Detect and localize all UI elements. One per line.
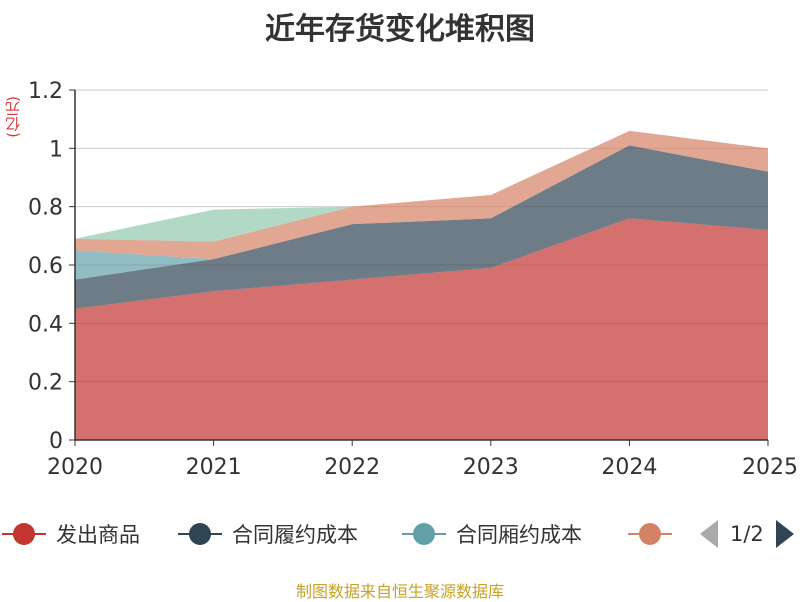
- legend-marker-0: [0, 517, 48, 551]
- area-series-4: [75, 130, 768, 242]
- x-tick-label-0: 2020: [47, 455, 103, 480]
- pager-text: 1/2: [730, 522, 764, 546]
- legend-label-1: 合同履约成本: [232, 523, 358, 547]
- area-series-0: [75, 218, 768, 440]
- legend-marker-2: [400, 517, 448, 551]
- legend-item-3[interactable]: [626, 517, 682, 551]
- chart-title: 近年存货变化堆积图: [265, 12, 535, 47]
- x-tick-label-2: 2022: [324, 455, 380, 480]
- source-note: 制图数据来自恒生聚源数据库: [295, 582, 504, 601]
- y-tick-label-5: 1: [49, 137, 63, 162]
- legend-marker-3: [626, 517, 674, 551]
- area-series-1: [75, 145, 768, 309]
- pager-next-icon[interactable]: [775, 520, 794, 548]
- legend-label-2: 合同厢约成本: [456, 523, 582, 547]
- legend-marker-1: [176, 517, 224, 551]
- legend-item-2[interactable]: 合同厢约成本: [400, 517, 582, 551]
- y-tick-label-3: 0.6: [28, 254, 63, 279]
- y-tick-label-1: 0.2: [28, 371, 63, 396]
- y-tick-label-4: 0.8: [28, 196, 63, 221]
- stacked-areas: [75, 130, 768, 440]
- axes: 0 0.2 0.4 0.6 0.8 1 1.2 2020 2021 2022 2023 2024 202…: [28, 79, 798, 480]
- legend-label-0: 发出商品: [56, 523, 140, 547]
- y-tick-label-0: 0: [49, 429, 63, 454]
- area-series-2: [75, 145, 768, 280]
- legend: 发出商品 合同履约成本 合同厢约成本: [0, 517, 800, 551]
- legend-pager: 1/2: [700, 517, 794, 551]
- y-tick-label-2: 0.4: [28, 312, 63, 337]
- area-series-3: [75, 130, 768, 260]
- legend-item-1[interactable]: 合同履约成本: [176, 517, 358, 551]
- y-tick-label-6: 1.2: [28, 79, 63, 104]
- x-tick-label-1: 2021: [186, 455, 242, 480]
- x-tick-label-4: 2024: [601, 455, 657, 480]
- pager-prev-icon[interactable]: [700, 520, 718, 548]
- x-tick-label-3: 2023: [463, 455, 519, 480]
- x-tick-label-5: 2025: [742, 455, 798, 480]
- legend-item-0[interactable]: 发出商品: [0, 517, 140, 551]
